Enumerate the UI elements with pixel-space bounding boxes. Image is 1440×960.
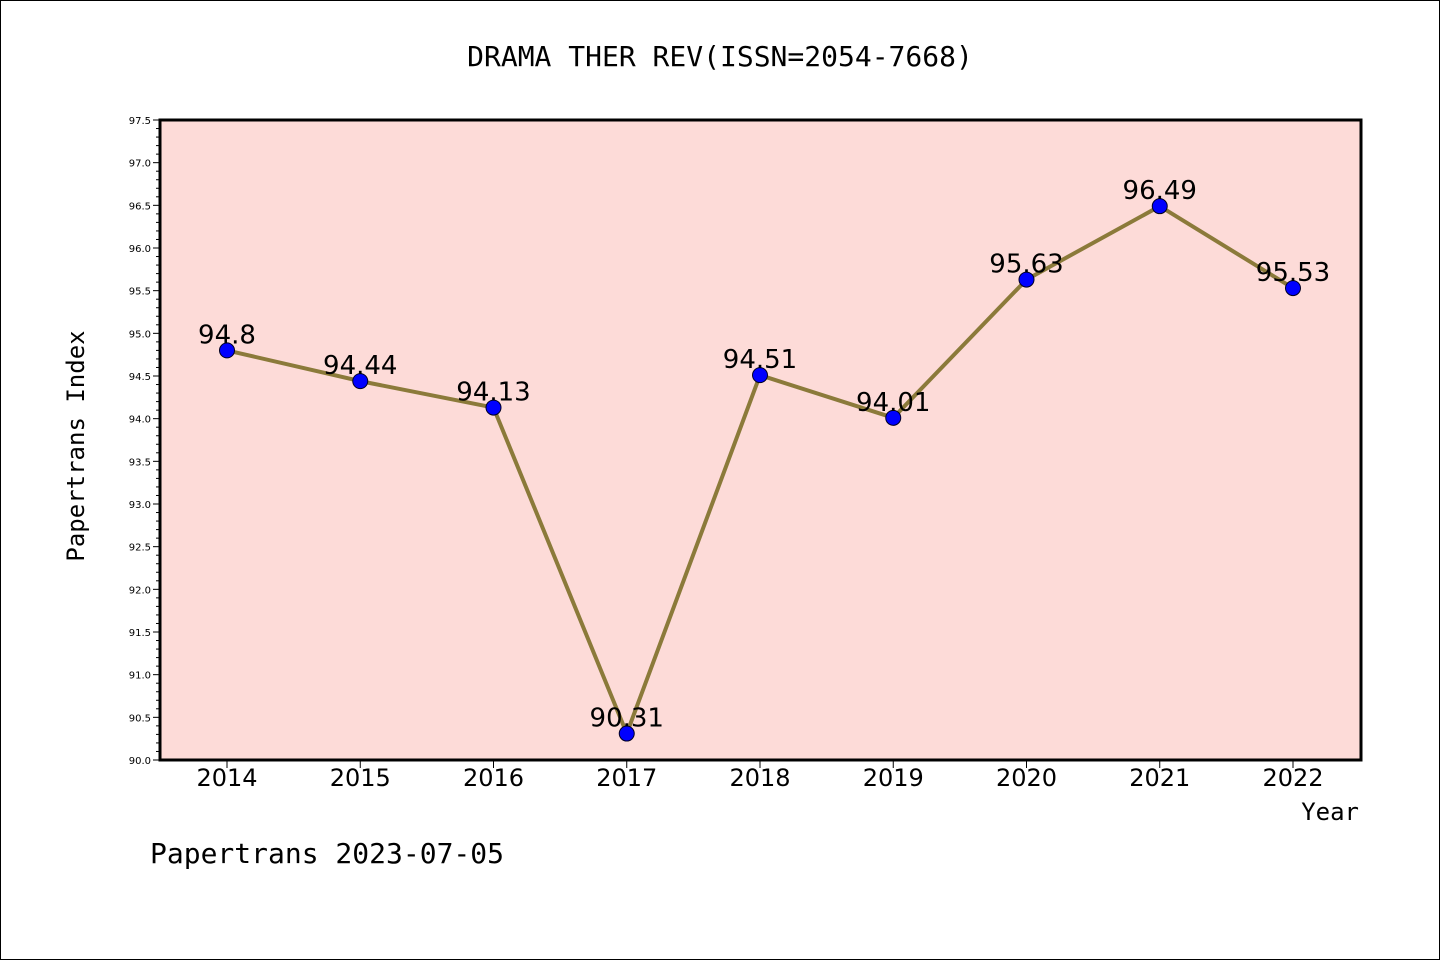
x-tick-label: 2022 <box>1262 764 1323 792</box>
data-point <box>752 367 768 384</box>
chart-title: DRAMA THER REV(ISSN=2054-7668) <box>467 40 973 73</box>
data-label: 95.63 <box>989 250 1063 280</box>
y-tick-label: 97.5 <box>129 116 151 127</box>
y-tick-label: 95.0 <box>129 329 151 340</box>
footer-date-label: Papertrans 2023-07-05 <box>150 837 504 870</box>
y-axis-label: Papertrans Index <box>62 330 90 561</box>
data-label: 90.31 <box>590 704 664 734</box>
x-tick-label: 2014 <box>196 764 257 792</box>
y-tick-label: 90.0 <box>129 756 151 767</box>
y-tick-label: 96.5 <box>129 201 151 212</box>
y-tick-label: 95.5 <box>129 287 151 298</box>
data-label: 94.01 <box>856 388 930 418</box>
x-tick-label: 2017 <box>596 764 657 792</box>
data-point <box>219 342 235 359</box>
data-point <box>618 725 635 742</box>
x-tick-label: 2015 <box>330 764 391 792</box>
x-tick-label: 2016 <box>463 764 524 792</box>
y-tick-label: 90.5 <box>129 713 151 724</box>
data-labels: 94.8 94.44 94.13 90.31 94.51 94.01 95.63 96.49 9… <box>198 176 1330 733</box>
x-tick-label: 2020 <box>996 764 1057 792</box>
y-tick-label: 97.0 <box>129 159 151 170</box>
x-tick-label: 2018 <box>729 764 790 792</box>
data-point <box>1285 280 1301 297</box>
data-point <box>1018 271 1035 288</box>
data-label: 94.51 <box>723 345 797 375</box>
x-tick-label: 2021 <box>1129 764 1190 792</box>
data-label: 94.44 <box>323 351 397 381</box>
y-tick-label: 94.0 <box>129 415 151 426</box>
x-axis-label: Year <box>1301 798 1359 826</box>
data-label: 96.49 <box>1123 176 1197 206</box>
y-tick-label: 93.5 <box>129 457 151 468</box>
y-tick-label: 91.5 <box>129 628 151 639</box>
y-axis: 90.0 90.5 91.0 91.5 92.0 92.5 93.0 93.5 94.0 94.5… <box>129 116 160 767</box>
data-point <box>485 399 502 416</box>
data-markers <box>219 198 1301 742</box>
y-tick-label: 92.0 <box>129 585 151 596</box>
y-tick-label: 92.5 <box>129 543 151 554</box>
data-point <box>1151 198 1168 215</box>
data-label: 94.13 <box>456 378 530 408</box>
data-label: 95.53 <box>1256 258 1330 288</box>
y-tick-label: 91.0 <box>129 671 151 682</box>
plot-area <box>160 120 1361 760</box>
plot-border <box>158 118 1363 762</box>
x-axis: 2014 2015 2016 2017 2018 2019 2020 2021 2022 <box>196 760 1324 792</box>
y-tick-label: 94.5 <box>129 372 151 383</box>
y-tick-label: 93.0 <box>129 500 151 511</box>
data-label: 94.8 <box>198 320 256 350</box>
y-tick-label: 96.0 <box>129 244 151 255</box>
x-tick-label: 2019 <box>863 764 924 792</box>
data-point <box>885 409 902 426</box>
data-point <box>352 373 369 390</box>
